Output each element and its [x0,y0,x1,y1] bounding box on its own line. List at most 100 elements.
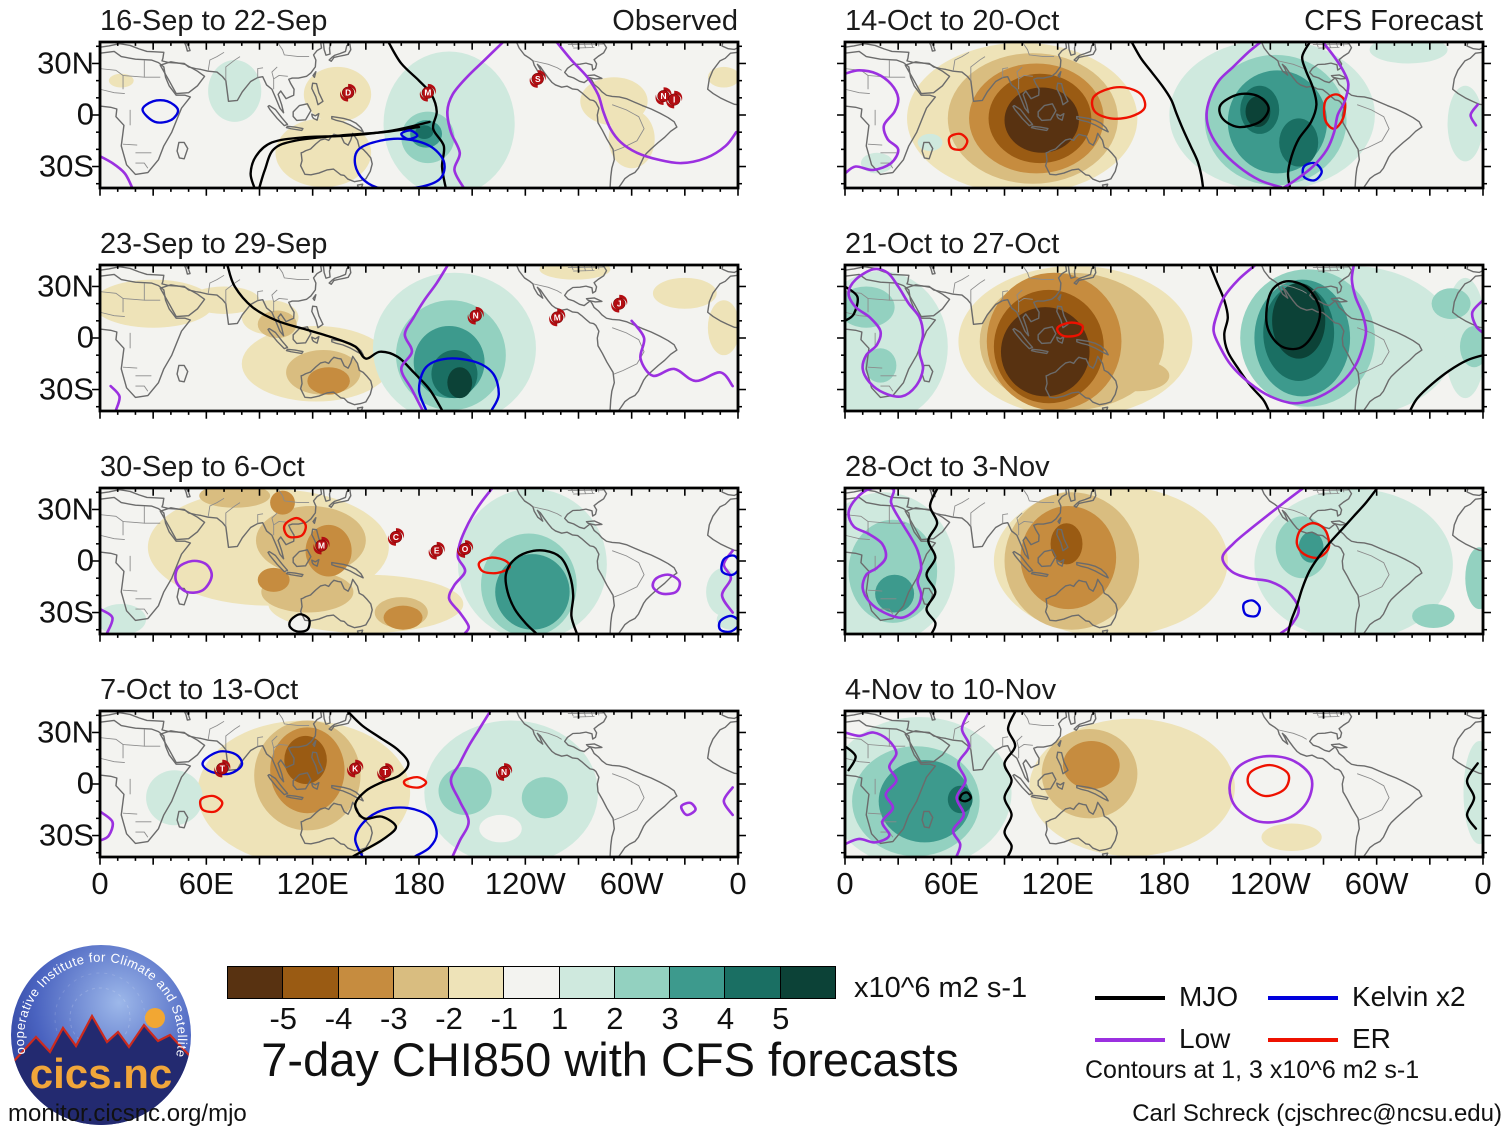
storm-symbol-T: T [214,759,231,778]
footer-credit: Carl Schreck (cjschrec@ncsu.edu) [1132,1100,1502,1127]
colorbar-cell [779,966,836,999]
shade-blob [108,73,134,88]
low-contour [100,810,115,842]
x-axis-label: 180 [393,866,445,901]
shade-blob [284,735,327,784]
low-contour [1212,265,1368,405]
low-contour [845,731,898,846]
country-borders [100,265,645,392]
kelvin-contour [717,614,738,634]
shade-blob [447,367,473,399]
shade-blob [1272,283,1326,359]
coastlines [100,265,738,411]
panel-frame [98,263,740,413]
low-contour [1221,488,1304,634]
coastlines [845,42,1483,188]
er-contour [1056,321,1085,338]
shade-blob [608,109,655,169]
map-panel-0: D M S N I [92,40,746,196]
mjo-contour [1286,488,1378,634]
panel-title: 28-Oct to 3-Nov [845,451,1050,483]
kelvin-contour [354,806,438,857]
svg-text:O: O [462,545,469,554]
storm-symbol-N: N [495,763,513,781]
mjo-contour [258,125,421,188]
kelvin-contour [400,129,419,141]
y-axis-label: 0 [76,542,94,578]
svg-text:J: J [617,300,622,309]
shade-blob [716,609,738,630]
low-contour [679,801,697,817]
mjo-contour [1465,762,1479,830]
country-borders [100,42,645,169]
colorbar-cell [448,966,505,999]
shade-blob [1279,118,1319,167]
legend-label: Kelvin x2 [1352,981,1466,1012]
map-panel-6 [837,486,1491,642]
low-contour [449,711,492,857]
colorbar-cell [392,966,450,999]
svg-text:T: T [220,765,225,774]
shade-blob [1412,603,1455,628]
colorbar [227,966,836,999]
storm-symbol-I: I [666,90,683,109]
panel-frame [843,709,1485,859]
shade-blob [438,766,492,815]
legend-note: Contours at 1, 3 x10^6 m2 s-1 [1085,1056,1420,1084]
er-contour [1322,93,1347,130]
svg-text:M: M [318,542,325,551]
mjo-contour [845,745,857,772]
er-contour [282,516,307,539]
x-axis-label: 60W [599,866,664,901]
panel-frame [843,486,1485,636]
y-axis-label: 30N [37,44,94,80]
mjo-contour [1286,42,1318,188]
y-axis-label: 30S [38,816,94,852]
panel-corner-label: CFS Forecast [1304,5,1483,37]
legend-line-mjo [1095,996,1165,1000]
shade-blob [1261,823,1322,851]
shade-blob [383,605,423,630]
x-axis-label: 120E [276,866,349,901]
mjo-contour [504,549,578,634]
svg-text:I: I [673,96,675,105]
x-axis-label: 120W [1229,866,1311,901]
svg-text:N: N [501,768,507,777]
figure-title: 7-day CHI850 with CFS forecasts [261,1033,959,1086]
panel-title: 23-Sep to 29-Sep [100,228,328,260]
svg-text:M: M [424,89,431,98]
kelvin-contour [1242,599,1262,618]
shade-blob [270,490,295,515]
x-axis-label: 180 [1138,866,1190,901]
er-contour [947,132,969,151]
shade-blob [652,277,717,309]
er-contour [1246,763,1291,798]
svg-text:E: E [434,547,440,556]
shade-blob [1369,42,1448,64]
shade-blob [495,554,570,630]
y-axis-label: 30S [38,370,94,406]
colorbar-tick-label: -5 [269,1001,298,1036]
shade-blob [917,133,943,152]
map-panel-4 [837,40,1491,196]
low-contour [399,265,449,411]
colorbar-cell [503,966,560,999]
er-contour [198,794,224,814]
x-axis-label: 60E [923,866,979,901]
storm-symbol-S: S [529,70,546,88]
colorbar-tick-label: -3 [380,1001,408,1036]
colorbar-units: x10^6 m2 s-1 [854,972,1028,1004]
colorbar-cell [282,966,339,999]
shade-blob [208,60,262,122]
colorbar-tick-label: 1 [551,1001,569,1036]
svg-text:M: M [554,313,561,322]
storm-symbol-M: M [313,536,330,555]
low-contour [100,607,114,634]
panel-frame [843,263,1485,413]
svg-text:S: S [535,75,541,84]
low-contour [651,573,682,596]
y-axis-label: 0 [76,96,94,132]
colorbar-cell [337,966,394,999]
storm-symbol-T: T [377,763,394,781]
svg-text:K: K [352,765,358,774]
